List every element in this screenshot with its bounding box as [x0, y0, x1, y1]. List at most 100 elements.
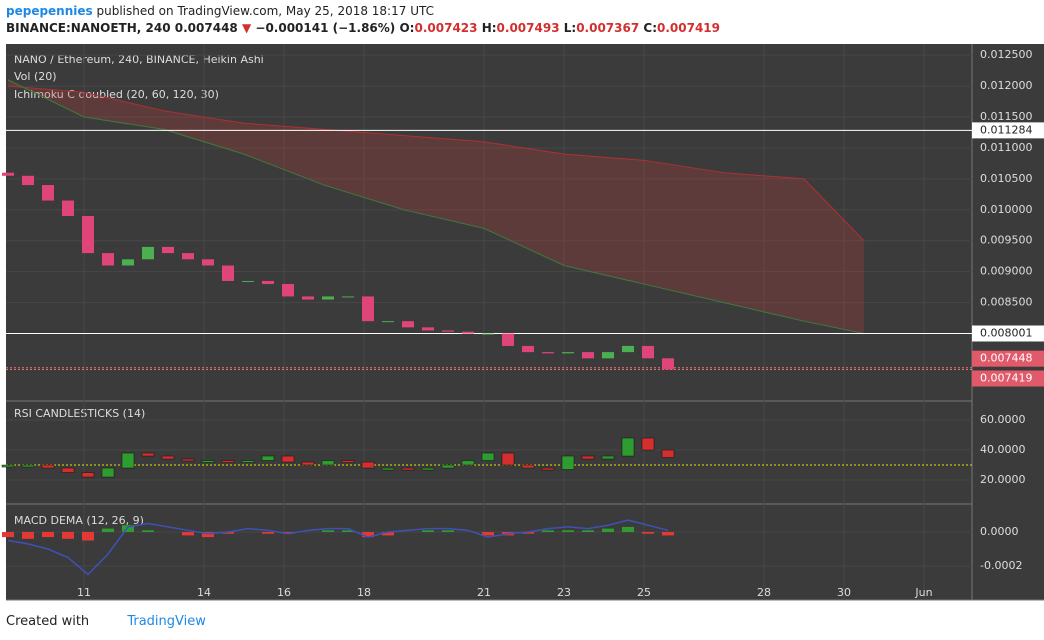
y-tick-label: 0.010500 [980, 172, 1033, 185]
macd-bar [582, 530, 594, 533]
macd-bar [562, 530, 574, 533]
level-label: 0.011284 [980, 123, 1033, 136]
candle [62, 200, 74, 216]
rsi-candle [581, 455, 595, 460]
pane-title: RSI CANDLESTICKS (14) [14, 407, 145, 420]
rsi-candle [441, 464, 455, 469]
macd-bar [662, 532, 674, 536]
macd-bar [482, 532, 494, 536]
c-label: C: [643, 21, 657, 35]
symbol-line: BINANCE:NANOETH, 240 0.007448 ▼ −0.00014… [6, 21, 720, 35]
y-tick-label: -0.0002 [980, 559, 1022, 572]
rsi-candle [561, 455, 575, 470]
rsi-candle [61, 467, 75, 473]
macd-bar [322, 530, 334, 533]
brand[interactable]: TradingView [127, 614, 206, 629]
candle [442, 330, 454, 332]
candle [542, 352, 554, 354]
x-tick-label: 11 [77, 586, 91, 599]
l-label: L: [563, 21, 577, 35]
x-tick-label: 28 [757, 586, 771, 599]
candle [402, 321, 414, 328]
macd-bar [22, 532, 34, 539]
candle [262, 280, 274, 285]
macd-bar [262, 532, 274, 534]
h: 0.007493 [496, 21, 560, 35]
y-tick-label: 0.012000 [980, 79, 1033, 92]
rsi-candle [361, 461, 375, 469]
y-tick-label: 0.009500 [980, 234, 1033, 247]
pane-title: Vol (20) [14, 70, 57, 83]
candle [142, 246, 154, 260]
macd-bar [122, 525, 134, 533]
rsi-candle [521, 464, 535, 469]
macd-bar [342, 530, 354, 533]
macd-bar [422, 530, 434, 533]
candle [282, 284, 294, 297]
macd-line [7, 519, 669, 576]
price-tag-label: 0.007448 [980, 352, 1033, 365]
rsi-candle [601, 455, 615, 460]
pane-title: MACD DEMA (12, 26, 9) [14, 514, 144, 527]
rsi-candle [81, 472, 95, 478]
macd-bar [182, 532, 194, 536]
rsi-candle [321, 460, 335, 466]
price-tag [972, 350, 1044, 367]
pane-title: Ichimoku C doubled (20, 60, 120, 30) [14, 88, 219, 101]
rsi-candle [281, 455, 295, 463]
x-tick-label: 30 [837, 586, 851, 599]
change: −0.000141 (−1.86%) [255, 21, 396, 35]
rsi-candle [461, 460, 475, 466]
rsi-candle [121, 452, 135, 469]
rsi-candle [301, 461, 315, 466]
candle [362, 296, 374, 322]
candle [202, 259, 214, 266]
rsi-candle [661, 449, 675, 458]
cloud-lower [7, 79, 865, 335]
level-tag [972, 325, 1044, 342]
rsi-candle [201, 460, 215, 463]
y-tick-label: 0.012500 [980, 48, 1033, 61]
macd-bar [542, 530, 554, 533]
chart-bg [6, 44, 1044, 600]
price-tag-label: 0.007419 [980, 371, 1033, 384]
created: Created with [6, 614, 90, 629]
l: 0.007367 [576, 21, 640, 35]
candle [322, 296, 334, 300]
candle [162, 246, 174, 254]
rsi-candle [541, 467, 555, 471]
x-tick-label: 18 [357, 586, 371, 599]
x-tick-label: 21 [477, 586, 491, 599]
footer: Created with TradingView [6, 614, 206, 629]
author[interactable]: pepepennies [6, 4, 93, 18]
candle [302, 296, 314, 300]
macd-bar [282, 532, 294, 534]
h-label: H: [481, 21, 497, 35]
rsi-candle [1, 464, 15, 468]
macd-bar [1, 532, 14, 538]
macd-bar [222, 532, 234, 534]
pane-title: NANO / Ethereum, 240, BINANCE, Heikin As… [14, 53, 264, 66]
rsi-candle [41, 464, 55, 469]
macd-bar [642, 532, 654, 534]
rsi-candle [621, 437, 635, 457]
y-tick-label: 0.011000 [980, 141, 1033, 154]
rsi-candle [241, 460, 255, 463]
candle [422, 327, 434, 331]
rsi-candle [421, 467, 435, 471]
y-tick-label: 0.011500 [980, 110, 1033, 123]
c: 0.007419 [657, 21, 721, 35]
macd-bar [202, 532, 214, 538]
candle [122, 259, 134, 266]
price-tag [972, 370, 1044, 387]
arrow: ▼ [241, 21, 252, 35]
candle [22, 175, 34, 186]
rsi-candle [101, 467, 115, 478]
macd-bar [362, 532, 374, 538]
header-line: pepepennies published on TradingView.com… [6, 4, 434, 18]
candle [382, 321, 394, 323]
macd-bar [42, 532, 54, 538]
candle [662, 358, 674, 370]
candle [82, 215, 94, 254]
